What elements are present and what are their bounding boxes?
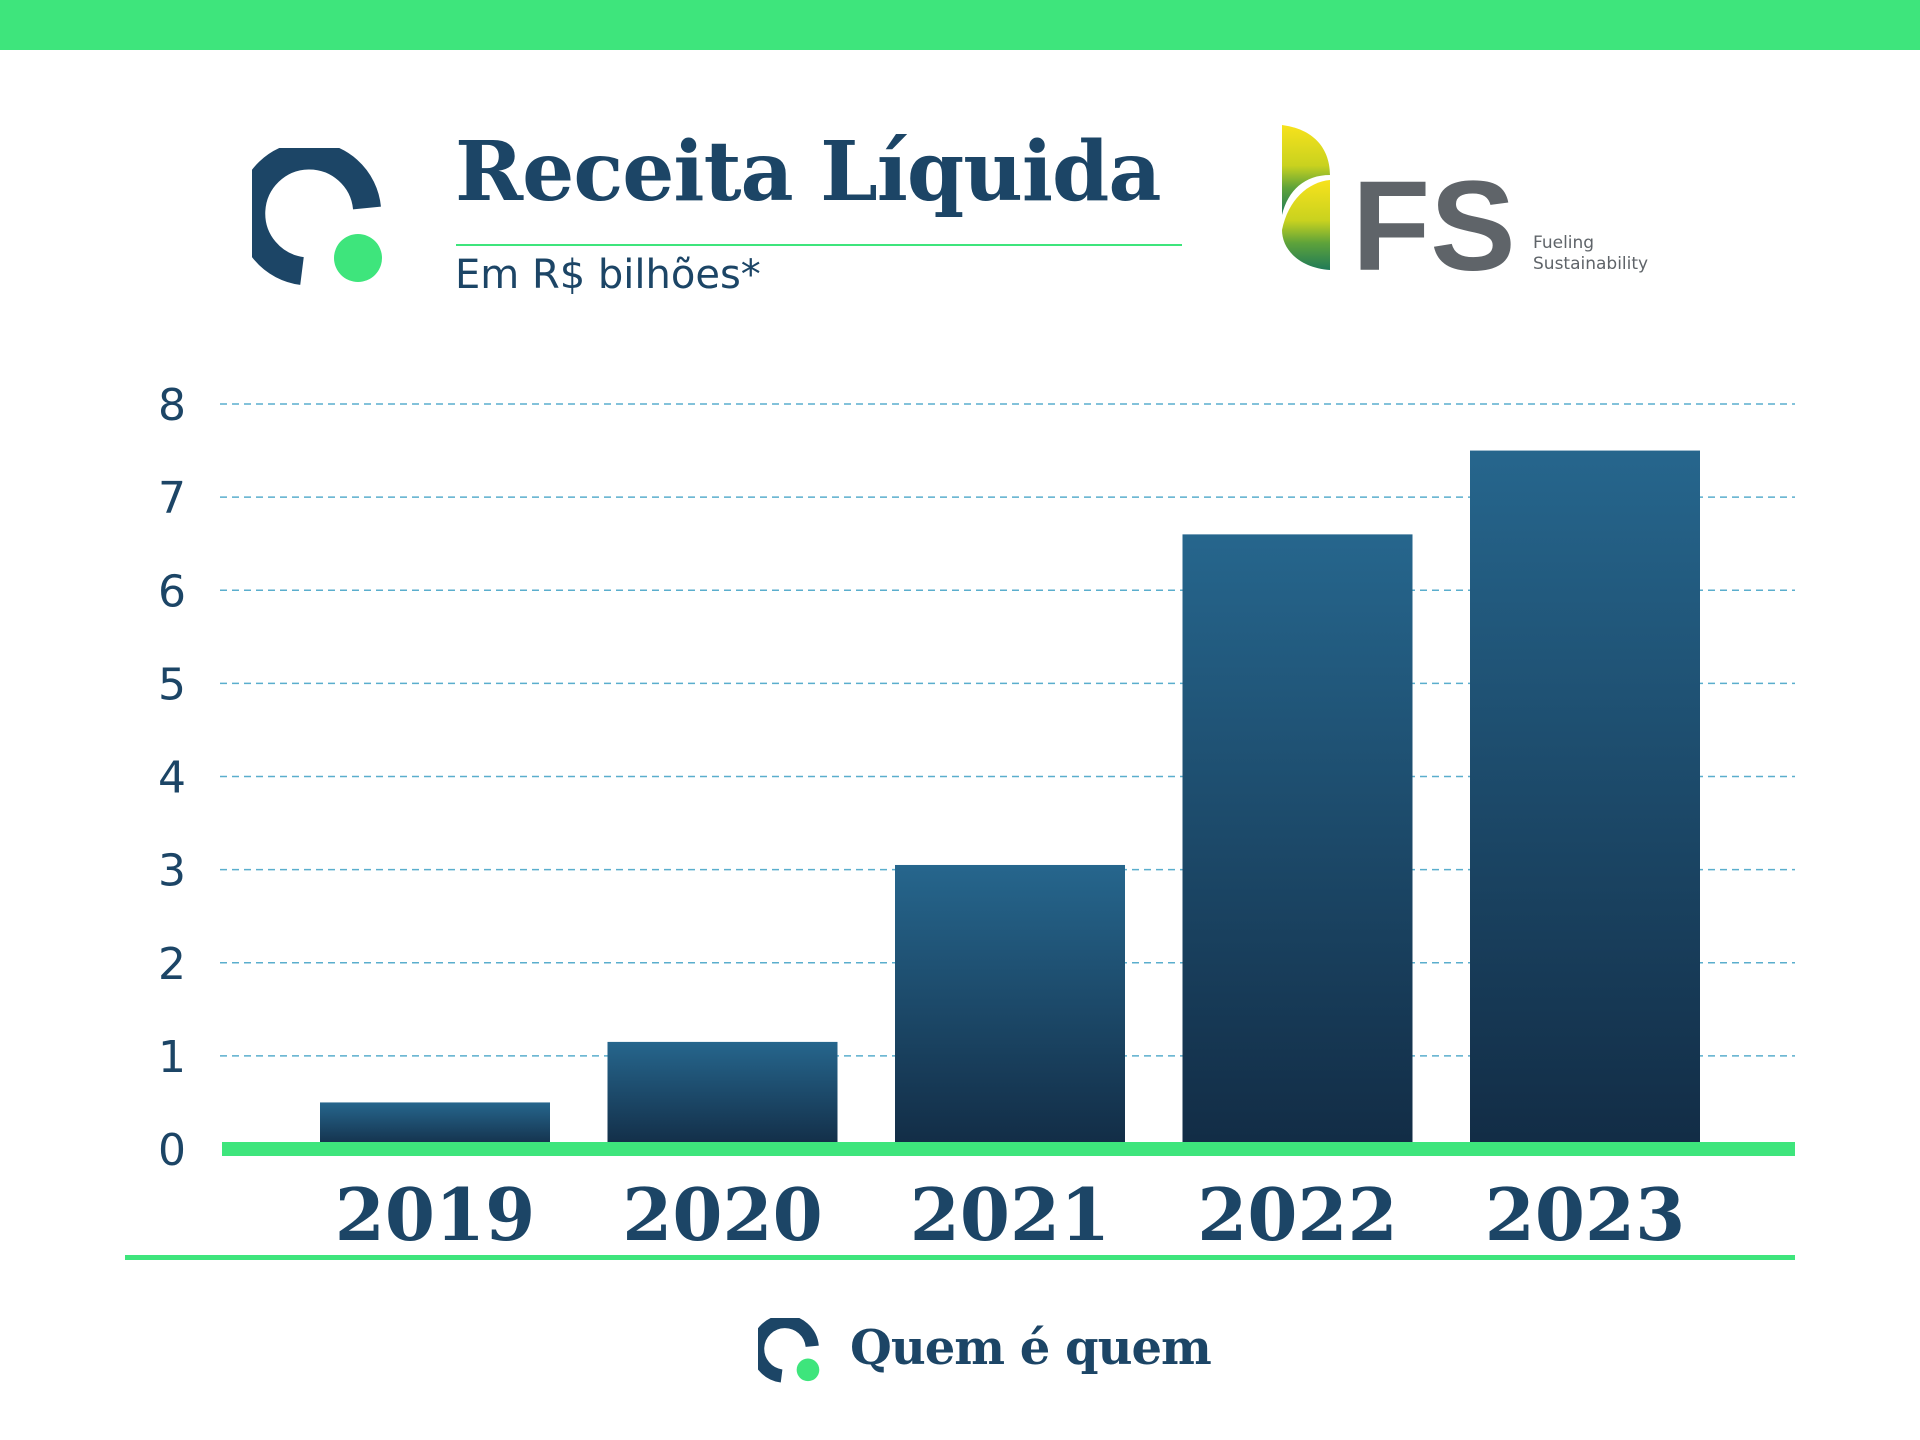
fs-tagline-line1: Fueling: [1533, 233, 1594, 253]
bar-2022: [1182, 534, 1413, 1149]
bar-2020: [607, 1041, 838, 1149]
x-tick-label: 2023: [1485, 1172, 1685, 1257]
top-accent-bar: [0, 0, 1920, 50]
y-tick-label: 3: [158, 846, 186, 897]
x-tick-label: 2022: [1197, 1172, 1397, 1257]
bar-2023: [1470, 450, 1700, 1149]
fs-tagline-line2: Sustainability: [1533, 254, 1648, 274]
bar-2019: [320, 1102, 550, 1149]
y-tick-label: 8: [158, 380, 186, 431]
chart-title: Receita Líquida: [455, 124, 1162, 220]
y-axis-ticks: 0 1 2 3 4 5 6 7 8: [158, 380, 186, 1176]
bar-2021: [895, 864, 1125, 1149]
y-tick-label: 1: [158, 1032, 186, 1083]
y-tick-label: 5: [158, 659, 186, 710]
y-tick-label: 2: [158, 939, 186, 990]
footer-logo-icon: [758, 1318, 820, 1383]
x-tick-label: 2020: [622, 1172, 822, 1257]
y-tick-label: 6: [158, 566, 186, 617]
brand-logo-icon: [252, 148, 382, 285]
x-axis-ticks: 2019 2020 2021 2022 2023: [335, 1172, 1685, 1257]
x-tick-label: 2019: [335, 1172, 535, 1257]
x-axis-baseline: [222, 1142, 1795, 1156]
fs-partner-logo: FS Fueling Sustainability: [1282, 125, 1648, 280]
chart-subtitle: Em R$ bilhões*: [455, 252, 761, 298]
bars: [320, 450, 1700, 1149]
y-tick-label: 4: [158, 753, 186, 804]
y-tick-label: 7: [158, 473, 186, 524]
revenue-bar-chart: 0 1 2 3 4 5 6 7 8 2019 2020 2021 2022 2023: [158, 380, 1795, 1257]
bottom-divider: [125, 1255, 1795, 1260]
title-divider: [456, 244, 1182, 246]
fs-leaf-icon: [1282, 125, 1330, 270]
x-tick-label: 2021: [910, 1172, 1110, 1257]
y-tick-label: 0: [158, 1125, 186, 1176]
footer-brand-name: Quem é quem: [850, 1320, 1212, 1376]
fs-monogram: FS: [1352, 155, 1516, 280]
